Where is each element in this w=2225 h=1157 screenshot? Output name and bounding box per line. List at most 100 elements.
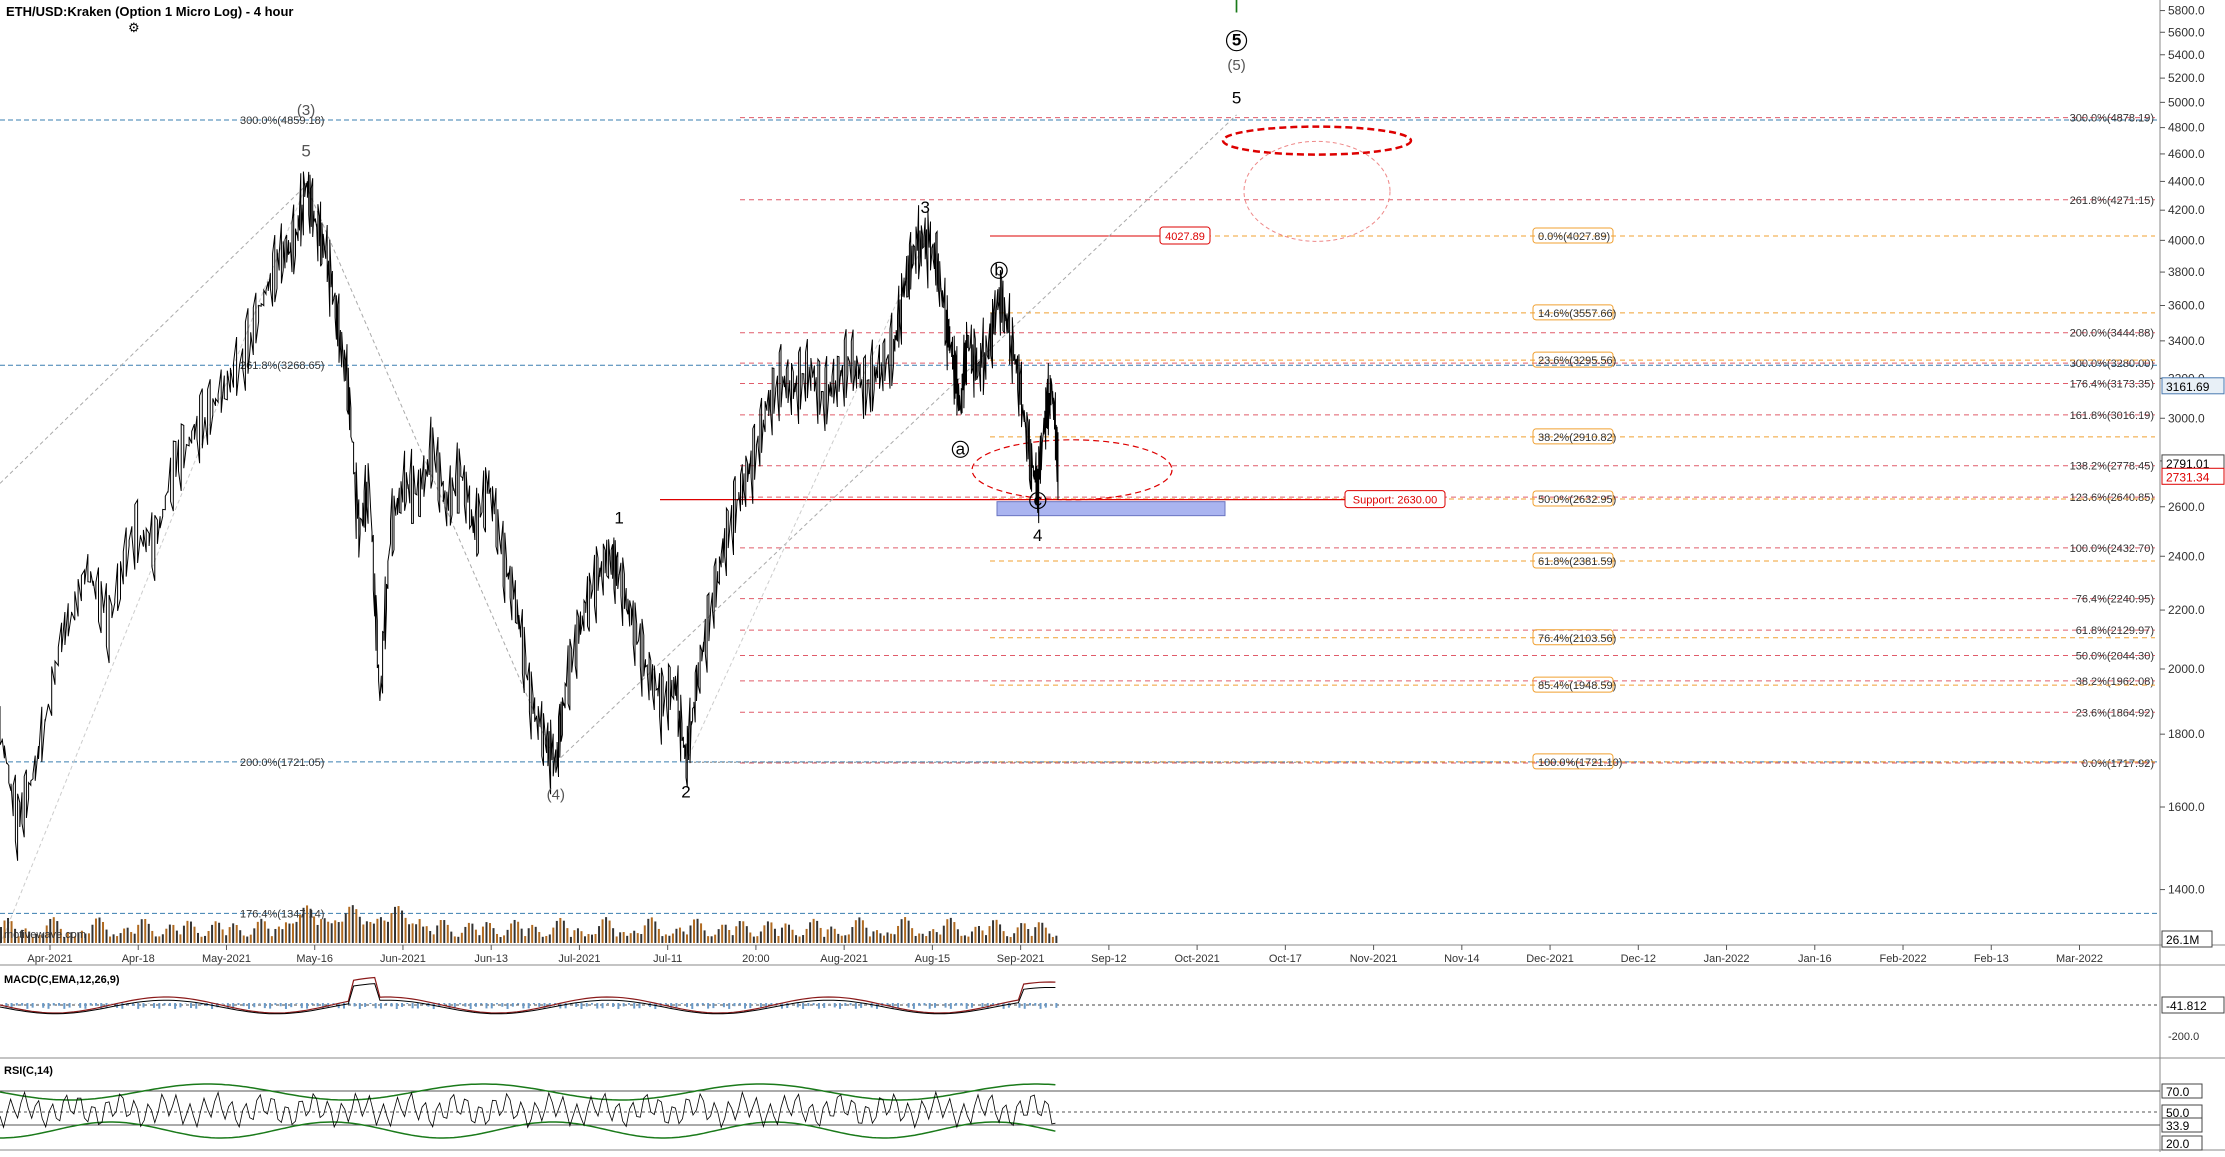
- macd-histogram-bar: [834, 1003, 836, 1007]
- macd-histogram-bar: [237, 1003, 239, 1005]
- x-tick-label: Jan-16: [1798, 953, 1832, 965]
- volume-bar: [271, 936, 273, 943]
- volume-bar: [1052, 937, 1054, 943]
- rsi-tick-label: 70.0: [2166, 1085, 2190, 1099]
- volume-bar: [577, 928, 579, 943]
- macd-histogram-bar: [243, 1003, 245, 1006]
- gear-icon[interactable]: ⚙: [128, 20, 140, 36]
- volume-bar: [739, 921, 741, 943]
- volume-bar: [278, 927, 280, 943]
- volume-bar: [711, 936, 713, 943]
- volume-bar: [904, 917, 906, 943]
- wave-label: (4): [547, 786, 565, 803]
- y-tick-label: 2600.0: [2168, 500, 2205, 514]
- macd-histogram-bar: [464, 1003, 466, 1007]
- macd-histogram-bar: [84, 1003, 86, 1009]
- macd-histogram-bar: [818, 1003, 820, 1009]
- volume-bar: [879, 933, 881, 943]
- macd-histogram-bar: [733, 1003, 735, 1006]
- volume-bar: [320, 919, 322, 943]
- volume-bar: [355, 909, 357, 943]
- volume-bar: [848, 934, 850, 943]
- fib-label-right: 76.4%(2240.95): [2076, 594, 2154, 606]
- macd-histogram-bar: [396, 1003, 398, 1009]
- volume-bar: [507, 930, 509, 943]
- volume-bar: [774, 929, 776, 943]
- macd-histogram-bar: [53, 1003, 55, 1005]
- volume-bar: [232, 923, 234, 943]
- volume-bar: [324, 918, 326, 943]
- volume-bar: [869, 936, 871, 943]
- volume-bar: [1010, 937, 1012, 943]
- volume-bar: [359, 917, 361, 943]
- macd-histogram-bar: [955, 1003, 957, 1006]
- volume-bar: [672, 934, 674, 943]
- rsi-title: RSI(C,14): [4, 1065, 53, 1077]
- macd-histogram-bar: [32, 1003, 34, 1008]
- volume-bar: [535, 927, 537, 943]
- macd-histogram-bar: [406, 1003, 408, 1004]
- volume-bar: [542, 937, 544, 943]
- volume-bar: [531, 925, 533, 943]
- macd-histogram-bar: [253, 1003, 255, 1007]
- volume-bar: [144, 919, 146, 943]
- volume-bar: [573, 930, 575, 943]
- volume-bar: [1045, 928, 1047, 943]
- volume-bar: [700, 923, 702, 943]
- wave-label: 5: [301, 142, 310, 161]
- volume-bar: [658, 929, 660, 943]
- volume-bar: [647, 919, 649, 943]
- macd-histogram-bar: [507, 1003, 509, 1009]
- wave-label: c: [1034, 491, 1043, 510]
- macd-histogram-bar: [807, 1003, 809, 1006]
- fib-label-right: 100.0%(2432.70): [2070, 543, 2154, 555]
- volume-bar: [883, 936, 885, 943]
- volume-bar: [939, 935, 941, 943]
- volume-bar: [246, 937, 248, 943]
- wave-label: 3: [920, 198, 929, 217]
- volume-bar: [250, 935, 252, 943]
- volume-bar: [447, 925, 449, 943]
- volume-bar: [338, 922, 340, 943]
- volume-bar: [331, 923, 333, 943]
- macd-histogram-bar: [401, 1003, 403, 1007]
- volume-bar: [1038, 922, 1040, 943]
- x-tick-label: 20:00: [742, 953, 770, 965]
- volume-bar: [401, 911, 403, 943]
- volume-bar: [795, 935, 797, 943]
- macd-histogram-bar: [628, 1003, 630, 1005]
- macd-histogram-bar: [707, 1003, 709, 1009]
- macd-histogram-bar: [343, 1003, 345, 1009]
- volume-bar: [802, 935, 804, 943]
- wave-label: a: [956, 439, 966, 458]
- macd-histogram-bar: [512, 1003, 514, 1007]
- macd-histogram-bar: [375, 1003, 377, 1008]
- volume-bar: [640, 934, 642, 943]
- fib-label-left: 200.0%(1721.05): [240, 757, 324, 769]
- macd-histogram-bar: [639, 1003, 641, 1008]
- volume-bar: [471, 924, 473, 943]
- volume-bar: [383, 921, 385, 943]
- volume-bar: [623, 932, 625, 943]
- volume-bar: [595, 934, 597, 943]
- watermark: motivewave.com: [4, 929, 86, 941]
- macd-histogram-bar: [480, 1003, 482, 1004]
- volume-bar: [1055, 936, 1057, 943]
- macd-histogram-bar: [190, 1003, 192, 1008]
- volume-bar: [123, 929, 125, 943]
- volume-bar: [651, 917, 653, 943]
- volume-bar: [563, 921, 565, 943]
- macd-histogram-bar: [311, 1003, 313, 1005]
- volume-bar: [158, 936, 160, 943]
- macd-histogram-bar: [1040, 1003, 1042, 1009]
- volume-bar: [204, 936, 206, 943]
- y-tick-label: 2000.0: [2168, 662, 2205, 676]
- macd-histogram-bar: [501, 1003, 503, 1007]
- x-tick-label: Aug-15: [915, 953, 950, 965]
- x-tick-label: Jun-13: [474, 953, 508, 965]
- macd-histogram-bar: [1018, 1003, 1020, 1008]
- volume-bar: [559, 918, 561, 943]
- volume-bar: [665, 934, 667, 943]
- fib-label-right: 61.8%(2129.97): [2076, 625, 2154, 637]
